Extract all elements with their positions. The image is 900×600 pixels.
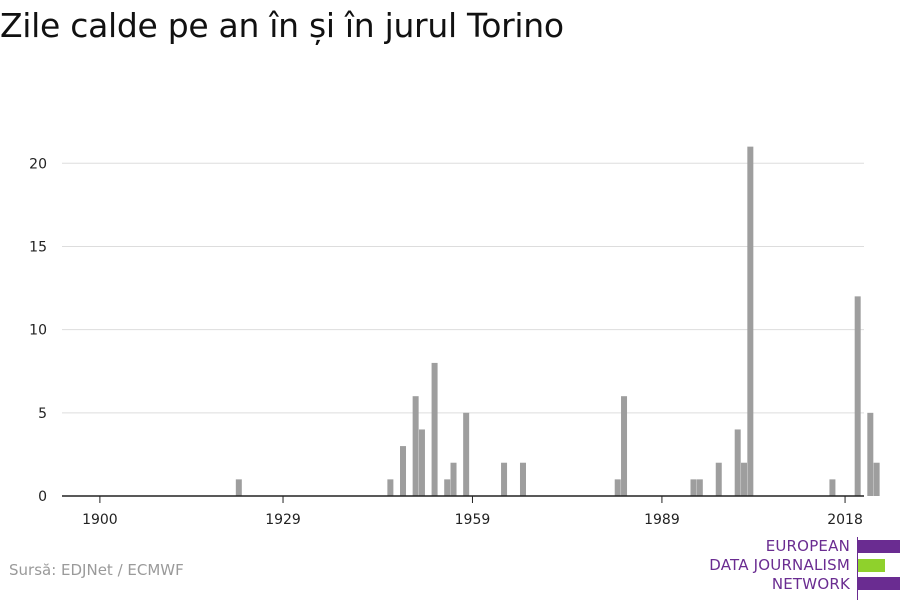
y-tick-label: 0 [38,489,47,505]
bar-1983 [621,396,628,496]
y-tick-label: 20 [29,156,47,172]
bar-1995 [696,479,703,496]
bar-1955 [444,479,451,496]
y-tick-label: 10 [29,323,47,339]
bars [235,146,880,497]
bar-1956 [450,462,457,496]
bar-1958 [463,412,470,496]
y-tick-label: 15 [29,239,47,255]
logo-bar-middle [858,559,885,572]
bar-1946 [387,479,394,496]
gridlines [62,162,864,414]
edjnet-logo[interactable]: EUROPEAN DATA JOURNALISM NETWORK [700,537,900,600]
logo-text-line-2: DATA JOURNALISM [709,556,850,574]
bar-1982 [614,479,621,496]
bar-2002 [741,462,748,496]
x-tick-label: 1929 [265,512,301,528]
bar-1953 [431,362,438,496]
x-tick-label: 1959 [455,512,491,528]
bar-1948 [400,446,407,496]
bar-1964 [501,462,508,496]
logo-text-line-3: NETWORK [771,575,850,593]
x-tick-label: 2018 [827,512,863,528]
bar-2016 [829,479,836,496]
x-axis-ticks: 1900 1929 1959 1989 2018 [82,496,863,528]
bar-2020 [854,296,861,496]
logo-bar-top [858,540,900,553]
bar-1922 [235,479,242,496]
x-tick-label: 1989 [644,512,680,528]
x-tick-label: 1900 [82,512,118,528]
bar-1950 [412,396,419,496]
y-tick-label: 5 [38,406,47,422]
bar-2003 [747,146,754,497]
logo-text-line-1: EUROPEAN [765,537,850,555]
y-axis-ticks: 0 5 10 15 20 [29,156,47,505]
bar-1994 [690,479,697,496]
logo-divider [857,537,858,600]
logo-bar-bottom [858,577,900,590]
chart-title: Zile calde pe an în și în jurul Torino [0,6,564,45]
bar-1998 [715,462,722,496]
bar-2022 [867,412,874,496]
source-note: Sursă: EDJNet / ECMWF [9,561,184,579]
bar-2001 [734,429,741,496]
bar-2023 [873,462,880,496]
bar-1967 [519,462,526,496]
bar-1951 [418,429,425,496]
